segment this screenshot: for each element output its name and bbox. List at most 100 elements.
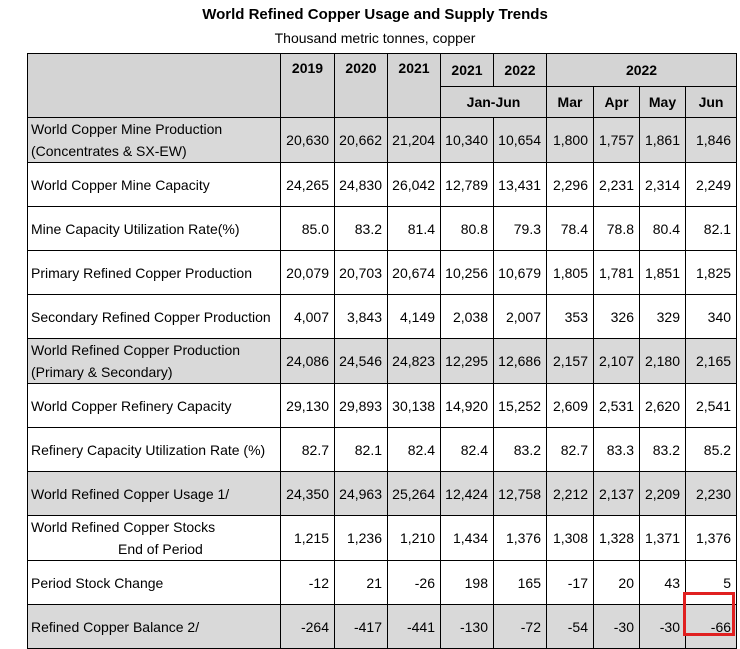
value-cell: -12 <box>280 560 335 605</box>
row-label: World Refined Copper Production (Primary … <box>27 338 281 384</box>
value-cell: 3,843 <box>334 294 388 339</box>
value-cell: 5 <box>684 560 738 605</box>
report-title: World Refined Copper Usage and Supply Tr… <box>202 6 548 23</box>
value-cell: 82.1 <box>684 206 738 251</box>
value-cell: 4,149 <box>387 294 441 339</box>
value-cell: 2,531 <box>593 383 640 428</box>
value-cell: 2,107 <box>593 338 640 384</box>
value-cell: 82.7 <box>546 427 594 472</box>
value-cell: -441 <box>387 604 441 649</box>
value-cell: 78.4 <box>546 206 594 251</box>
row-label-line: Refinery Capacity Utilization Rate (%) <box>31 441 266 458</box>
value-cell: 10,340 <box>440 117 494 163</box>
report-subtitle: Thousand metric tonnes, copper <box>274 30 476 46</box>
value-cell: 85.2 <box>684 427 738 472</box>
value-cell: 24,086 <box>280 338 335 384</box>
value-cell: 2,157 <box>546 338 594 384</box>
value-cell: 82.4 <box>387 427 441 472</box>
value-cell: 25,264 <box>387 471 441 516</box>
value-cell: 1,376 <box>684 515 738 561</box>
value-cell: 2,165 <box>684 338 738 384</box>
value-cell: 10,679 <box>493 250 547 295</box>
row-label-line: (Concentrates & SX-EW) <box>31 143 187 159</box>
value-cell: 1,328 <box>593 515 640 561</box>
value-cell: 83.2 <box>334 206 388 251</box>
value-cell: 24,963 <box>334 471 388 516</box>
col-header-2020: 2020 <box>334 53 388 118</box>
value-cell: 20,079 <box>280 250 335 295</box>
value-cell: 21 <box>334 560 388 605</box>
copper-supply-table: 2019 2020 2021 2021 2022 2022 Jan-Jun Ma… <box>27 53 738 649</box>
value-cell: 198 <box>440 560 494 605</box>
value-cell: 10,654 <box>493 117 547 163</box>
value-cell: 1,805 <box>546 250 594 295</box>
value-cell: 83.2 <box>493 427 547 472</box>
col-header-apr: Apr <box>593 86 640 118</box>
value-cell: 1,757 <box>593 117 640 163</box>
value-cell: 82.7 <box>280 427 335 472</box>
value-cell: -417 <box>334 604 388 649</box>
value-cell: 81.4 <box>387 206 441 251</box>
table-row: Secondary Refined Copper Production 4,007… <box>27 294 738 339</box>
value-cell: 2,038 <box>440 294 494 339</box>
value-cell: 2,620 <box>639 383 686 428</box>
row-label-line: World Copper Mine Production <box>31 121 223 137</box>
value-cell: 24,546 <box>334 338 388 384</box>
value-cell: 1,308 <box>546 515 594 561</box>
row-label: Mine Capacity Utilization Rate(%) <box>27 206 281 251</box>
value-cell: 24,350 <box>280 471 335 516</box>
value-cell: 165 <box>493 560 547 605</box>
value-cell: 15,252 <box>493 383 547 428</box>
value-cell: 14,920 <box>440 383 494 428</box>
value-cell: 329 <box>639 294 686 339</box>
row-label-line: World Copper Mine Capacity <box>31 176 210 193</box>
value-cell: 1,781 <box>593 250 640 295</box>
value-cell: 20,630 <box>280 117 335 163</box>
value-cell: 29,130 <box>280 383 335 428</box>
value-cell: 85.0 <box>280 206 335 251</box>
value-cell: -264 <box>280 604 335 649</box>
row-label: World Copper Refinery Capacity <box>27 383 281 428</box>
value-cell: 83.2 <box>639 427 686 472</box>
table-row: Refined Copper Balance 2/ -264 -417 -441 -13… <box>27 604 738 649</box>
value-cell: 78.8 <box>593 206 640 251</box>
value-cell: 24,265 <box>280 162 335 207</box>
value-cell: 1,800 <box>546 117 594 163</box>
row-label-line: World Refined Copper Usage 1/ <box>31 485 230 502</box>
value-cell: -30 <box>639 604 686 649</box>
row-label-line: End of Period <box>118 541 203 557</box>
value-cell: 2,180 <box>639 338 686 384</box>
value-cell: 12,686 <box>493 338 547 384</box>
value-cell: 2,137 <box>593 471 640 516</box>
table-row: Primary Refined Copper Production 20,079 2… <box>27 250 738 295</box>
header-corner-cell <box>27 53 281 118</box>
col-header-may: May <box>639 86 686 118</box>
value-cell: 20,703 <box>334 250 388 295</box>
value-cell: 1,846 <box>684 117 738 163</box>
value-cell: 24,823 <box>387 338 441 384</box>
row-label: Refinery Capacity Utilization Rate (%) <box>27 427 281 472</box>
value-cell: 2,609 <box>546 383 594 428</box>
value-cell: 43 <box>639 560 686 605</box>
row-label: Secondary Refined Copper Production <box>27 294 281 339</box>
row-label-line: World Copper Refinery Capacity <box>31 397 232 414</box>
table-row: Mine Capacity Utilization Rate(%) 85.0 83.… <box>27 206 738 251</box>
row-label-line: (Primary & Secondary) <box>31 364 173 380</box>
value-cell: 83.3 <box>593 427 640 472</box>
value-cell: 1,371 <box>639 515 686 561</box>
value-cell: 12,758 <box>493 471 547 516</box>
table-row: World Refined Copper Stocks End of Period… <box>27 515 738 561</box>
value-cell: 2,209 <box>639 471 686 516</box>
value-cell: 2,230 <box>684 471 738 516</box>
row-label-line: Primary Refined Copper Production <box>31 264 252 281</box>
value-cell: 12,789 <box>440 162 494 207</box>
value-cell: 24,830 <box>334 162 388 207</box>
value-cell: -54 <box>546 604 594 649</box>
table-row: World Copper Mine Capacity 24,265 24,830 26… <box>27 162 738 207</box>
col-header-2022-months: 2022 <box>545 53 738 87</box>
value-cell: 29,893 <box>334 383 388 428</box>
value-cell: 80.8 <box>440 206 494 251</box>
value-cell: 1,376 <box>493 515 547 561</box>
value-cell: -17 <box>546 560 594 605</box>
value-cell: 1,825 <box>684 250 738 295</box>
